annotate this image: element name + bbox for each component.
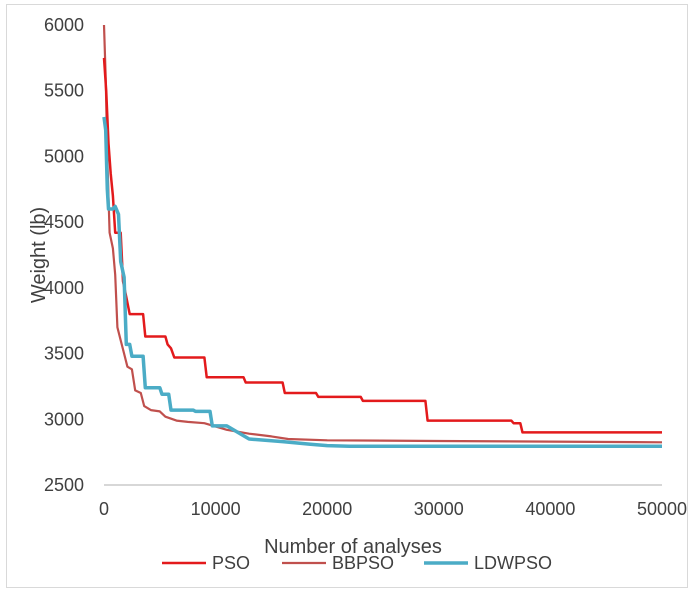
y-tick-label: 3000 [44,409,84,429]
y-tick-label: 4000 [44,278,84,298]
y-tick-label: 4500 [44,212,84,232]
y-tick-label: 5500 [44,81,84,101]
legend-label-ldwpso: LDWPSO [474,553,552,573]
chart-frame [6,4,688,588]
legend-label-bbpso: BBPSO [332,553,394,573]
x-axis-ticks: 0 10000 20000 30000 40000 50000 [99,499,687,519]
legend-label-pso: PSO [212,553,250,573]
y-tick-label: 5000 [44,146,84,166]
y-axis-ticks: 2500 3000 3500 4000 4500 5000 5500 6000 [44,15,84,495]
series-line-pso [102,57,662,434]
x-tick-label: 0 [99,499,109,519]
x-tick-label: 50000 [637,499,687,519]
series-line-bbpso [102,24,663,444]
y-tick-label: 6000 [44,15,84,35]
y-tick-label: 3500 [44,344,84,364]
x-axis-title: Number of analyses [264,536,442,558]
series-line-ldwpso [102,116,662,448]
plot-lines [102,24,663,448]
x-tick-label: 20000 [302,499,352,519]
x-tick-label: 30000 [414,499,464,519]
y-axis-title: Weight (lb) [28,207,50,303]
x-tick-label: 40000 [525,499,575,519]
legend: PSO BBPSO LDWPSO [162,553,552,573]
y-tick-label: 2500 [44,475,84,495]
x-tick-label: 10000 [191,499,241,519]
